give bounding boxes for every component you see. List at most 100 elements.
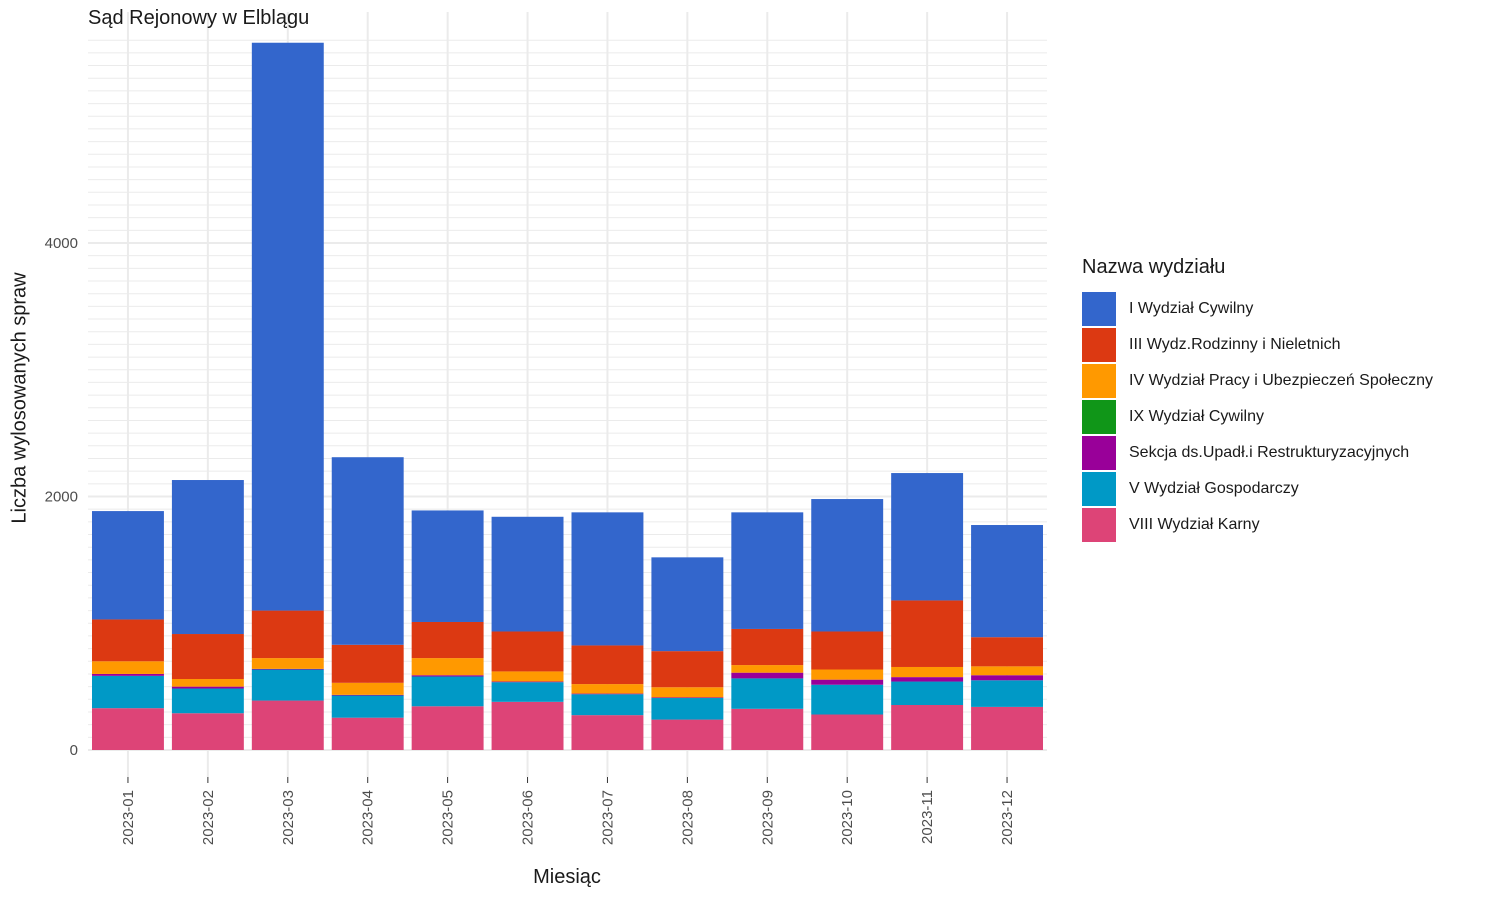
bar-segment <box>171 679 244 687</box>
bar-segment <box>891 677 964 682</box>
bar-segment <box>331 682 404 695</box>
legend-item: IV Wydział Pracy i Ubezpieczeń Społeczny <box>1082 363 1433 399</box>
bar-segment <box>811 679 884 685</box>
legend-label: IV Wydział Pracy i Ubezpieczeń Społeczny <box>1129 372 1433 389</box>
x-tick-label: 2023-07 <box>599 790 616 845</box>
bar-segment <box>91 661 164 674</box>
y-tick-label: 0 <box>70 742 78 759</box>
bar-segment <box>171 713 244 750</box>
bar-segment <box>731 672 804 679</box>
x-tick-label: 2023-05 <box>440 790 457 845</box>
legend-item: I Wydział Cywilny <box>1082 291 1433 327</box>
bar-segment <box>571 694 644 716</box>
bar-segment <box>731 708 804 750</box>
legend-swatch <box>1082 292 1116 326</box>
legend-item: VIII Wydział Karny <box>1082 507 1433 543</box>
bar-segment <box>571 512 644 646</box>
bar-segment <box>331 694 404 696</box>
legend-label: Sekcja ds.Upadł.i Restrukturyzacyjnych <box>1129 444 1410 461</box>
bar-segment <box>491 516 564 632</box>
legend: Nazwa wydziału I Wydział Cywilny III Wydz… <box>1082 256 1433 543</box>
bar-segment <box>891 473 964 601</box>
legend-items: I Wydział Cywilny III Wydz.Rodzinny i Nie… <box>1082 291 1433 543</box>
bar-segment <box>971 666 1044 676</box>
bars <box>91 42 1044 750</box>
bar-segment <box>411 621 484 659</box>
legend-label: III Wydz.Rodzinny i Nieletnich <box>1129 336 1341 353</box>
legend-item: IX Wydział Cywilny <box>1082 399 1433 435</box>
y-tick-label: 2000 <box>45 489 78 506</box>
bar-segment <box>571 645 644 685</box>
bar-segment <box>411 676 484 707</box>
bar-segment <box>411 706 484 750</box>
bar-segment <box>811 714 884 750</box>
legend-item: V Wydział Gospodarczy <box>1082 471 1433 507</box>
bar-segment <box>331 644 404 683</box>
bar-segment <box>171 634 244 680</box>
bar-segment <box>251 669 324 701</box>
x-tick-label: 2023-03 <box>280 790 297 845</box>
bar-segment <box>91 673 164 676</box>
legend-swatch <box>1082 400 1116 434</box>
bar-segment <box>91 708 164 750</box>
bar-segment <box>971 706 1044 750</box>
bar-segment <box>251 658 324 669</box>
bar-segment <box>491 682 564 702</box>
chart-title: Sąd Rejonowy w Elblągu <box>88 7 310 29</box>
bar-segment <box>171 686 244 689</box>
bar-segment <box>491 701 564 750</box>
y-axis-ticks: 0 2000 4000 <box>45 235 78 759</box>
bar-segment <box>891 681 964 706</box>
bar-segment <box>251 700 324 750</box>
bar-segment <box>571 693 644 695</box>
bar-segment <box>891 705 964 750</box>
x-tick-label: 2023-01 <box>120 790 137 845</box>
bar-segment <box>411 510 484 622</box>
x-tick-label: 2023-11 <box>919 790 936 844</box>
bar-segment <box>331 695 404 718</box>
bar-segment <box>651 698 724 720</box>
bar-segment <box>251 610 324 659</box>
bar-segment <box>91 675 164 709</box>
legend-label: IX Wydział Cywilny <box>1129 408 1264 425</box>
legend-label: I Wydział Cywilny <box>1129 300 1254 317</box>
legend-swatch <box>1082 328 1116 362</box>
bar-segment <box>171 688 244 714</box>
bar-segment <box>571 715 644 750</box>
bar-segment <box>971 680 1044 707</box>
bar-segment <box>731 678 804 709</box>
bar-segment <box>651 687 724 698</box>
x-axis-ticks: 2023-01 2023-02 2023-03 2023-04 2023-05 2023-… <box>120 777 1016 845</box>
legend-title: Nazwa wydziału <box>1082 256 1226 278</box>
bar-segment <box>651 697 724 699</box>
gridlines <box>88 12 1047 777</box>
legend-swatch <box>1082 364 1116 398</box>
bar-segment <box>811 684 884 715</box>
legend-swatch <box>1082 508 1116 542</box>
legend-label: V Wydział Gospodarczy <box>1129 480 1299 497</box>
bar-segment <box>811 669 884 680</box>
bar-segment <box>651 557 724 652</box>
x-tick-label: 2023-04 <box>360 790 377 845</box>
bar-segment <box>91 619 164 662</box>
bar-segment <box>651 719 724 750</box>
x-tick-label: 2023-08 <box>679 790 696 845</box>
bar-segment <box>971 525 1044 638</box>
bar-segment <box>891 600 964 667</box>
y-tick-label: 4000 <box>45 235 78 252</box>
x-tick-label: 2023-12 <box>999 790 1016 845</box>
bar-segment <box>91 511 164 620</box>
bar-segment <box>331 717 404 750</box>
bar-segment <box>731 665 804 673</box>
bar-segment <box>571 684 644 694</box>
legend-label: VIII Wydział Karny <box>1129 516 1260 533</box>
bar-segment <box>331 457 404 645</box>
bar-segment <box>891 666 964 678</box>
bar-segment <box>251 42 324 611</box>
bar-segment <box>811 499 884 632</box>
bar-segment <box>731 512 804 629</box>
bar-segment <box>971 637 1044 667</box>
bar-segment <box>491 681 564 683</box>
x-tick-label: 2023-09 <box>759 790 776 845</box>
